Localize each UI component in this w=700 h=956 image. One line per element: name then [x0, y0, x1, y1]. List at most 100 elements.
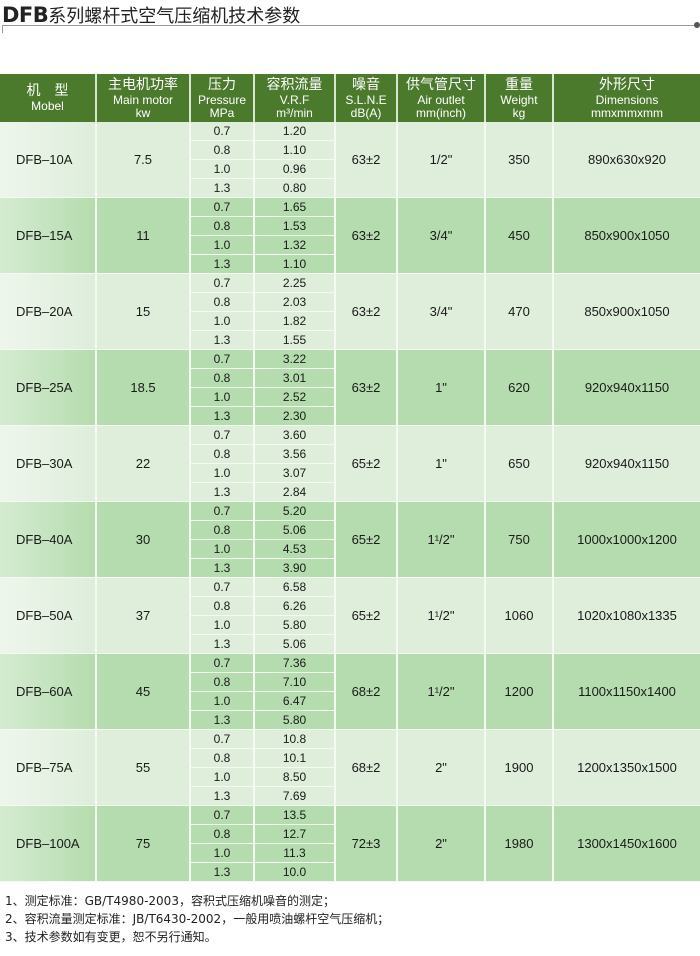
divider-tick [2, 25, 3, 33]
table-row: DFB–60A 45 0.7 7.36 68±2 1¹/2" 1200 1100x1150x1… [0, 653, 700, 730]
table-row: DFB–75A 55 0.7 10.8 68±2 2" 1900 1200x1350x1500 [0, 729, 700, 806]
pressure-cell: 1.3 [189, 178, 254, 198]
page-title: DFB系列螺杆式空气压缩机技术参数 [2, 2, 300, 28]
header-model-cn: 机 型 [26, 83, 69, 99]
flow-cell: 5.80 [253, 710, 335, 730]
pressure-cell: 1.0 [189, 767, 254, 787]
flow-cell: 3.22 [253, 349, 335, 369]
air-outlet-cell: 2" [396, 729, 485, 806]
motor-power-cell: 11 [95, 197, 190, 274]
header-dimensions-en: Dimensions [595, 92, 659, 107]
weight-cell: 470 [484, 273, 553, 350]
table-row: 1.3 1.55 [0, 330, 700, 350]
pressure-cell: 0.8 [189, 444, 254, 464]
pressure-cell: 0.8 [189, 672, 254, 692]
pressure-cell: 1.3 [189, 558, 254, 578]
table-row: DFB–100A 75 0.7 13.5 72±3 2" 1980 1300x1450x160… [0, 805, 700, 882]
note-2: 2、容积流量测定标准：JB/T6430-2002，一般用喷油螺杆空气压缩机； [5, 912, 390, 926]
flow-cell: 13.5 [253, 805, 335, 825]
table-row: 0.8 1.10 [0, 140, 700, 160]
air-outlet-cell: 3/4" [396, 273, 485, 350]
flow-cell: 6.47 [253, 691, 335, 711]
dimensions-cell: 920x940x1150 [552, 349, 700, 426]
noise-cell: 65±2 [334, 501, 397, 578]
table-row: DFB–20A 15 0.7 2.25 63±2 3/4" 470 850x900x1050 [0, 273, 700, 350]
table-row: 1.0 8.50 [0, 767, 700, 787]
flow-cell: 5.20 [253, 501, 335, 521]
header-flow: 容积流量 V.R.F m³/min [253, 74, 335, 122]
flow-cell: 0.96 [253, 159, 335, 179]
flow-cell: 5.06 [253, 520, 335, 540]
flow-cell: 2.25 [253, 273, 335, 293]
table-row: 1.3 1.10 [0, 254, 700, 274]
pressure-cell: 1.0 [189, 691, 254, 711]
pressure-cell: 1.0 [189, 615, 254, 635]
pressure-cell: 0.8 [189, 140, 254, 160]
header-air-outlet-unit: mm(inch) [416, 105, 466, 120]
noise-cell: 65±2 [334, 425, 397, 502]
header-model: 机 型 Mobel [0, 74, 96, 122]
flow-cell: 2.03 [253, 292, 335, 312]
table-row: DFB–10A 7.5 0.7 1.20 63±2 1/2" 350 890x630x920 [0, 122, 700, 198]
divider-dot [694, 22, 700, 28]
table-row: 0.8 5.06 [0, 520, 700, 540]
noise-cell: 68±2 [334, 729, 397, 806]
header-pressure-en: Pressure [197, 92, 247, 107]
air-outlet-cell: 1¹/2" [396, 577, 485, 654]
flow-cell: 5.80 [253, 615, 335, 635]
noise-cell: 68±2 [334, 653, 397, 730]
flow-cell: 12.7 [253, 824, 335, 844]
table-row: 1.0 11.3 [0, 843, 700, 863]
table-row: DFB–50A 37 0.7 6.58 65±2 1¹/2" 1060 1020x1080x1… [0, 577, 700, 654]
flow-cell: 1.32 [253, 235, 335, 255]
header-dimensions: 外形尺寸 Dimensions mmxmmxmm [552, 74, 700, 122]
dimensions-cell: 1200x1350x1500 [552, 729, 700, 806]
table-row: 1.3 10.0 [0, 862, 700, 882]
pressure-cell: 0.7 [189, 425, 254, 445]
pressure-cell: 0.8 [189, 216, 254, 236]
brand-prefix: DFB [2, 3, 49, 27]
pressure-cell: 1.3 [189, 330, 254, 350]
weight-cell: 1900 [484, 729, 553, 806]
header-row: 机 型 Mobel 主电机功率 Main motor kw 压力 Pressure MPa 容积… [0, 74, 700, 122]
table-row: 1.0 5.80 [0, 615, 700, 635]
flow-cell: 2.30 [253, 406, 335, 426]
header-motor-power-cn: 主电机功率 [108, 76, 178, 93]
flow-cell: 3.01 [253, 368, 335, 388]
header-air-outlet-cn: 供气管尺寸 [406, 76, 476, 93]
table-row: DFB–30A 22 0.7 3.60 65±2 1" 650 920x940x1150 [0, 425, 700, 502]
note-3: 3、技术参数如有变更，恕不另行通知。 [5, 930, 217, 944]
header-motor-power-en: Main motor [112, 92, 174, 107]
flow-cell: 1.20 [253, 122, 335, 141]
header-flow-unit: m³/min [276, 105, 313, 120]
flow-cell: 1.65 [253, 197, 335, 217]
weight-cell: 1980 [484, 805, 553, 882]
table-row: 0.8 6.26 [0, 596, 700, 616]
pressure-cell: 1.3 [189, 862, 254, 882]
table-row: DFB–25A 18.5 0.7 3.22 63±2 1" 620 920x940x1150 [0, 349, 700, 426]
content: 机 型 Mobel 主电机功率 Main motor kw 压力 Pressure MPa 容积… [0, 74, 700, 946]
flow-cell: 6.26 [253, 596, 335, 616]
header-weight-cn: 重量 [505, 76, 533, 93]
pressure-cell: 1.0 [189, 235, 254, 255]
motor-power-cell: 15 [95, 273, 190, 350]
model-cell: DFB–10A [0, 122, 96, 198]
flow-cell: 8.50 [253, 767, 335, 787]
pressure-cell: 0.7 [189, 197, 254, 217]
weight-cell: 1060 [484, 577, 553, 654]
header-flow-cn: 容积流量 [266, 76, 323, 93]
table-row: DFB–15A 11 0.7 1.65 63±2 3/4" 450 850x900x1050 [0, 197, 700, 274]
table-row: 1.3 3.90 [0, 558, 700, 578]
flow-cell: 1.10 [253, 254, 335, 274]
air-outlet-cell: 1" [396, 425, 485, 502]
header-model-en: Mobel [31, 99, 64, 113]
motor-power-cell: 30 [95, 501, 190, 578]
table-row: 0.8 3.56 [0, 444, 700, 464]
pressure-cell: 1.3 [189, 634, 254, 654]
flow-cell: 10.8 [253, 729, 335, 749]
air-outlet-cell: 1¹/2" [396, 653, 485, 730]
flow-cell: 4.53 [253, 539, 335, 559]
header-noise: 噪音 S.L.N.E dB(A) [334, 74, 397, 122]
table-row: 0.8 12.7 [0, 824, 700, 844]
pressure-cell: 0.7 [189, 805, 254, 825]
